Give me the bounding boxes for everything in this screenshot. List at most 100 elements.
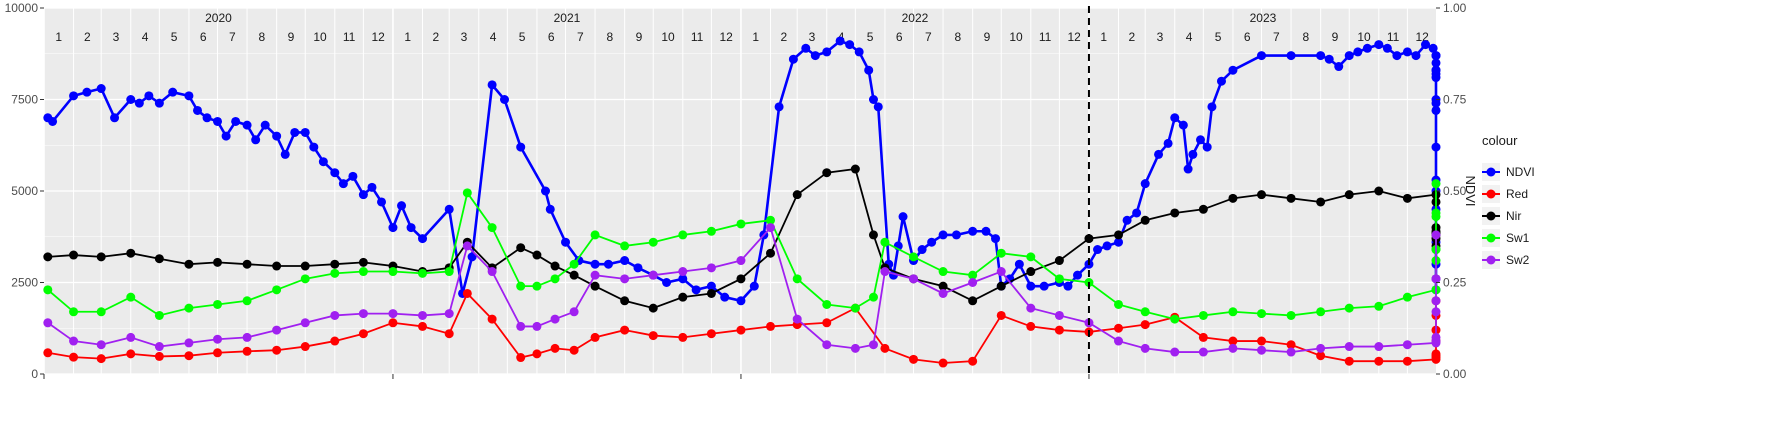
data-point-sw1 — [1198, 310, 1208, 320]
data-point-ndvi — [810, 51, 820, 61]
data-point-nir — [154, 254, 164, 264]
data-point-red — [418, 321, 428, 331]
data-point-ndvi — [1063, 281, 1073, 291]
month-label: 3 — [1157, 30, 1164, 44]
year-label: 2021 — [554, 11, 581, 25]
data-point-ndvi — [444, 204, 454, 214]
data-point-ndvi — [193, 105, 203, 115]
data-point-sw2 — [1170, 347, 1180, 357]
data-point-nir — [1228, 193, 1238, 203]
data-point-red — [1431, 349, 1441, 359]
data-point-ndvi — [736, 296, 746, 306]
data-point-ndvi — [251, 135, 261, 145]
data-point-sw1 — [96, 307, 106, 317]
data-point-nir — [996, 281, 1006, 291]
data-point-ndvi — [1014, 259, 1024, 269]
data-point-red — [213, 348, 223, 358]
data-point-nir — [1257, 190, 1267, 200]
month-label: 3 — [461, 30, 468, 44]
data-point-sw1 — [1114, 299, 1124, 309]
legend-label: Red — [1506, 187, 1528, 201]
data-point-ndvi — [898, 212, 908, 222]
data-point-sw2 — [766, 223, 776, 233]
data-point-sw1 — [706, 226, 716, 236]
data-point-nir — [358, 257, 368, 267]
data-point-red — [1140, 320, 1150, 330]
data-point-red — [532, 349, 542, 359]
data-point-red — [996, 310, 1006, 320]
data-point-ndvi — [1431, 73, 1441, 83]
data-point-nir — [272, 261, 282, 271]
data-point-sw1 — [418, 268, 428, 278]
data-point-sw2 — [648, 270, 658, 280]
right-tick-label: 0.25 — [1443, 276, 1467, 290]
data-point-sw2 — [1140, 343, 1150, 353]
data-point-sw1 — [184, 303, 194, 313]
data-point-ndvi — [662, 278, 672, 287]
data-point-ndvi — [590, 259, 600, 269]
month-label: 11 — [343, 30, 356, 44]
data-point-ndvi — [487, 80, 497, 90]
data-point-sw2 — [242, 332, 252, 342]
data-point-nir — [1374, 186, 1384, 196]
data-point-nir — [678, 292, 688, 302]
month-label: 5 — [1215, 30, 1222, 44]
month-label: 2 — [433, 30, 440, 44]
data-point-ndvi — [1324, 54, 1334, 64]
data-point-sw2 — [184, 338, 194, 348]
data-point-ndvi — [1196, 135, 1206, 145]
data-point-sw2 — [792, 314, 802, 324]
data-point-ndvi — [184, 91, 194, 101]
data-point-sw1 — [1140, 307, 1150, 317]
data-point-red — [462, 288, 472, 298]
legend-key-nir — [1482, 207, 1500, 225]
data-point-sw1 — [388, 267, 398, 277]
data-point-red — [620, 325, 630, 335]
data-point-ndvi — [96, 84, 106, 94]
legend-label: Sw2 — [1506, 253, 1530, 267]
month-label: 1 — [55, 30, 62, 44]
data-point-sw2 — [1431, 274, 1441, 284]
data-point-nir — [648, 303, 658, 313]
data-point-ndvi — [1257, 51, 1267, 61]
data-point-ndvi — [845, 40, 855, 50]
data-point-ndvi — [397, 201, 407, 211]
data-point-red — [736, 325, 746, 335]
data-point-ndvi — [1202, 142, 1212, 152]
data-point-sw2 — [1114, 336, 1124, 346]
data-point-ndvi — [330, 168, 340, 178]
data-point-ndvi — [1286, 51, 1296, 61]
data-point-ndvi — [1102, 241, 1112, 251]
data-point-ndvi — [801, 43, 811, 53]
data-point-sw1 — [590, 230, 600, 240]
data-point-nir — [532, 250, 542, 260]
data-point-sw2 — [532, 321, 542, 331]
data-point-sw2 — [868, 340, 878, 350]
data-point-red — [96, 354, 106, 364]
data-point-sw2 — [300, 318, 310, 328]
data-point-sw2 — [1026, 303, 1036, 313]
data-point-ndvi — [1431, 105, 1441, 115]
left-tick-label: 0 — [31, 367, 38, 381]
data-point-nir — [516, 243, 526, 253]
left-tick-label: 2500 — [11, 276, 38, 290]
data-point-ndvi — [691, 285, 701, 295]
data-point-red — [1344, 356, 1354, 366]
data-point-ndvi — [260, 120, 270, 130]
data-point-nir — [706, 288, 716, 298]
month-label: 1 — [752, 30, 759, 44]
data-point-sw1 — [1431, 208, 1441, 218]
data-point-sw2 — [96, 340, 106, 350]
series-red — [43, 288, 1441, 368]
data-point-ndvi — [1114, 237, 1124, 247]
data-point-sw1 — [487, 223, 497, 233]
data-point-nir — [1316, 197, 1326, 207]
data-point-ndvi — [48, 116, 58, 126]
month-label: 5 — [171, 30, 178, 44]
data-point-sw2 — [1431, 332, 1441, 342]
data-point-sw1 — [766, 215, 776, 225]
data-point-nir — [300, 261, 310, 271]
month-label: 10 — [1357, 30, 1371, 44]
data-point-red — [766, 321, 776, 331]
